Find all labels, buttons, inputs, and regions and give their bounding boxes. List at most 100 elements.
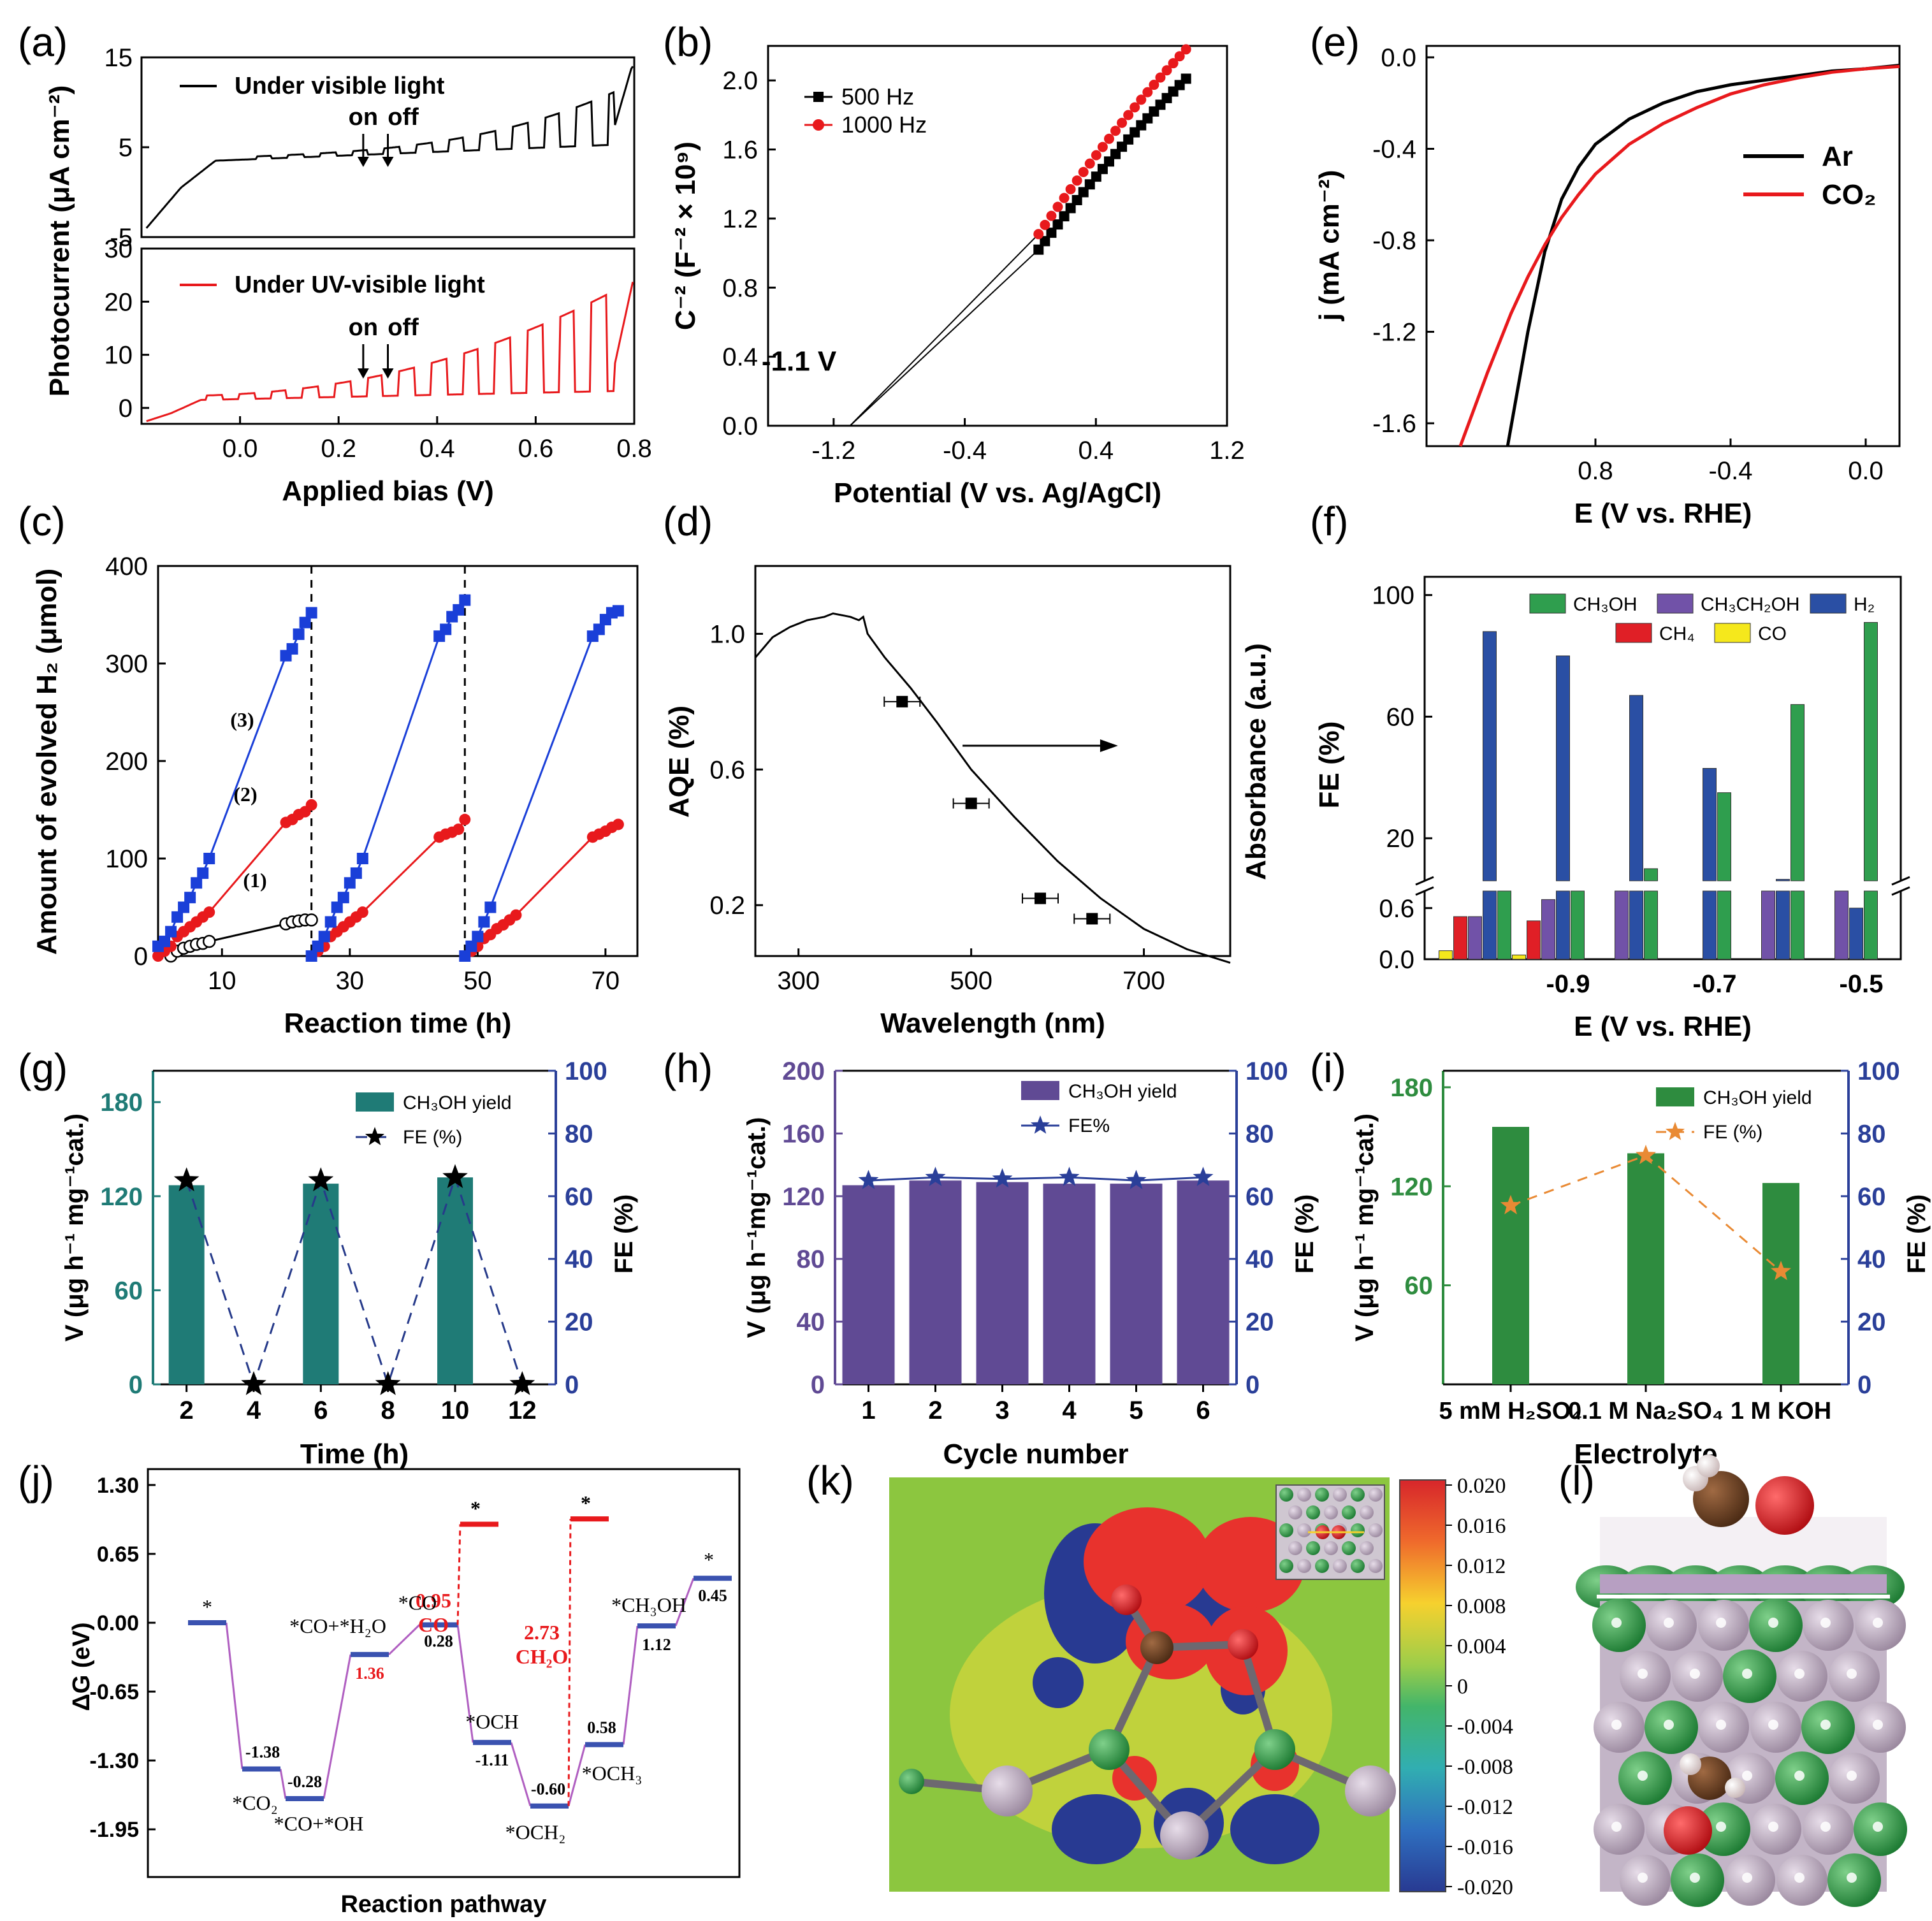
state-label: *CO+*OH: [274, 1812, 364, 1835]
colorbar-tick-label: -0.020: [1457, 1876, 1513, 1899]
atom-highlight: [1847, 1873, 1857, 1883]
atom-highlight: [1794, 1771, 1805, 1781]
bar-CH₃CH₂OH: [1834, 890, 1848, 960]
y-tick-label: -1.2: [1372, 319, 1416, 347]
data-point: [203, 853, 215, 864]
legend-text: CH₃OH: [1573, 594, 1638, 615]
y-tick-label: 10: [105, 342, 133, 370]
panel-label: (e): [1310, 19, 1360, 65]
y-tick-label: 5: [119, 134, 133, 162]
x-axis-label: Applied bias (V): [282, 475, 493, 507]
legend-text-fe: FE%: [1068, 1115, 1110, 1136]
y2-tick-label: 80: [1246, 1120, 1274, 1148]
y-tick-label: -1.95: [90, 1818, 140, 1842]
y-tick-label: 2.0: [722, 67, 758, 95]
atom: [1160, 1811, 1209, 1860]
aqe-data-point: [896, 695, 908, 707]
adsorbate-hydrogen: [1680, 1753, 1701, 1775]
panel-f: (f) 20 60 100 0.0 0.6 -0.9 -0.7 -0.5 E (V vs. RHE…: [1310, 498, 1910, 1042]
plot-frame: [767, 45, 1228, 427]
x-axis-label: Reaction time (h): [284, 1008, 512, 1039]
arrow-on-head: [357, 368, 369, 379]
bar-H₂: [1556, 890, 1570, 960]
data-point: [299, 616, 311, 628]
data-point-500hz: [1033, 244, 1044, 255]
annotation-intercept: -1.1 V: [762, 345, 837, 377]
panel-label: (l): [1558, 1458, 1595, 1504]
y-tick-label: 300: [105, 650, 148, 678]
bar-H₂: [1483, 890, 1497, 960]
bar-CO: [1512, 954, 1526, 960]
data-point-1000hz: [1059, 192, 1070, 203]
y2-tick-label: 40: [1857, 1245, 1886, 1273]
inset-atom: [1297, 1559, 1311, 1573]
legend-swatch: [1615, 623, 1652, 643]
atom: [1345, 1765, 1396, 1816]
inset-atom: [1279, 1488, 1293, 1502]
fe-star-marker: [1059, 1166, 1080, 1186]
data-point: [440, 623, 452, 635]
data-point: [459, 594, 471, 606]
y2-tick-label: 100: [565, 1057, 607, 1085]
x-tick-label: 0.1 M Na₂SO₄: [1568, 1398, 1724, 1424]
data-point: [465, 940, 477, 952]
y-axis-label: Photocurrent (μA cm⁻²): [44, 85, 75, 397]
inset-atom: [1315, 1559, 1329, 1573]
y-tick-label: 120: [100, 1183, 143, 1211]
bar-H₂: [1483, 631, 1497, 881]
y-tick-label: 200: [782, 1057, 825, 1085]
accumulation-lobe: [1084, 1507, 1211, 1616]
x-tick-label: 500: [950, 967, 992, 995]
legend-swatch-yield: [356, 1092, 394, 1112]
step-energy: 0.45: [698, 1586, 727, 1605]
fe-star-marker: [241, 1371, 266, 1395]
y-tick-label: 400: [105, 553, 148, 581]
state-label-star: *: [470, 1497, 481, 1519]
panel-label: (d): [663, 498, 713, 544]
x-tick-label: 5: [1129, 1396, 1143, 1424]
state-label: *: [704, 1548, 714, 1571]
data-point: [312, 940, 324, 952]
y-tick-label: 1.2: [722, 205, 758, 233]
y-axis-label: AQE (%): [664, 706, 695, 818]
data-point: [472, 931, 484, 943]
data-point: [305, 913, 318, 927]
colorbar-tick-label: 0.004: [1457, 1635, 1506, 1658]
y-tick-label: 0.00: [97, 1611, 139, 1635]
x-axis-label: Wavelength (nm): [880, 1008, 1105, 1039]
legend-swatch: [1529, 593, 1566, 614]
data-point-1000hz: [1129, 102, 1140, 113]
fe-star-marker: [1193, 1166, 1214, 1186]
bar-H₂: [1629, 890, 1643, 960]
colorbar-tick-label: -0.012: [1457, 1795, 1513, 1819]
y-tick-label: 60: [115, 1277, 143, 1305]
y2-axis-label: FE (%): [1291, 1194, 1319, 1273]
x-tick-label: 12: [508, 1396, 537, 1424]
bar-CH₃OH: [1790, 704, 1805, 881]
y-tick-label: 0.65: [97, 1542, 139, 1567]
axis-break-mark: [1891, 876, 1910, 886]
panel-j: (j) 1.30 0.65 0.00 -0.65 -1.30 -1.95 ΔG (eV) Rea…: [18, 1458, 741, 1918]
data-point-1000hz: [1103, 133, 1114, 144]
desorption-product-co: CO: [418, 1613, 449, 1636]
atom-highlight: [1742, 1873, 1752, 1883]
inset-atom: [1279, 1559, 1293, 1573]
atom-highlight: [1873, 1618, 1883, 1628]
panel-label: (f): [1310, 498, 1348, 544]
x-tick-label: -0.4: [1709, 457, 1753, 485]
atom-highlight: [1664, 1720, 1674, 1730]
legend-text-yield: CH₃OH yield: [1703, 1087, 1812, 1108]
x-tick-label: 300: [777, 967, 820, 995]
inset-atom: [1279, 1523, 1293, 1537]
inset-atom: [1342, 1505, 1356, 1519]
data-point-1000hz: [1155, 72, 1166, 83]
atom: [1111, 1584, 1142, 1615]
y2-tick-label: 60: [1857, 1183, 1886, 1211]
bar-CH₃OH: [1864, 622, 1878, 881]
data-point-1000hz: [1136, 94, 1147, 105]
atom-highlight: [1716, 1618, 1726, 1628]
bar-CH₄: [1527, 920, 1541, 960]
data-point-500hz: [1059, 211, 1070, 222]
y-tick-label: -0.4: [1372, 135, 1416, 163]
